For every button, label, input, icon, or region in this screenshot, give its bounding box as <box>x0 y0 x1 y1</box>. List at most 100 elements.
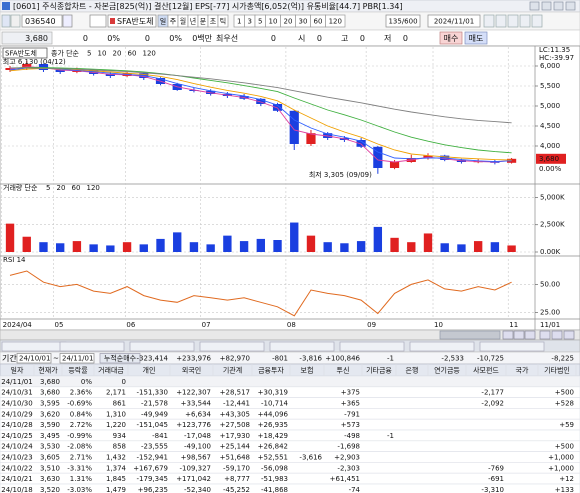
field-label: 고 <box>341 34 348 43</box>
end-date[interactable]: 24/11/01 <box>62 355 93 363</box>
toolbar-icon[interactable] <box>507 14 519 28</box>
scroll-button[interactable] <box>563 330 575 340</box>
volume-bar <box>22 236 31 252</box>
stock-code[interactable]: 036540 <box>25 17 56 26</box>
cumulative-label-box <box>99 353 141 364</box>
interval-label[interactable]: 30 <box>299 18 308 26</box>
interval-label[interactable]: 3 <box>248 18 252 26</box>
interval-label[interactable]: 20 <box>284 18 293 26</box>
toolbar-icon[interactable] <box>1 14 11 28</box>
table-cell: 2,171 <box>106 389 126 397</box>
table-row <box>0 483 580 493</box>
date-box[interactable] <box>427 14 481 28</box>
table-cell: 2.71% <box>70 454 93 462</box>
table-cell: +26,842 <box>258 443 288 451</box>
date-cell: 24/10/28 <box>1 421 32 429</box>
scroll-button[interactable] <box>539 330 551 340</box>
period-label[interactable]: 년 <box>190 17 196 26</box>
window-button[interactable] <box>541 1 552 11</box>
field-value: 0 <box>317 34 322 43</box>
scroll-button[interactable] <box>524 330 536 340</box>
date[interactable]: 2024/11/01 <box>434 18 474 26</box>
table-cell: -45,252 <box>223 486 250 493</box>
interval-label[interactable]: 60 <box>314 18 323 26</box>
sell-button[interactable] <box>464 31 488 45</box>
count[interactable]: 135/600 <box>388 18 417 26</box>
interval-label[interactable]: 1 <box>237 18 241 26</box>
tab[interactable] <box>409 341 475 352</box>
field-value: 0 <box>360 34 365 43</box>
stock-name[interactable]: SFA반도체 <box>117 16 154 26</box>
tab[interactable] <box>129 341 195 352</box>
table-cell: +167,679 <box>133 464 168 472</box>
tab[interactable] <box>59 341 125 352</box>
moving-average-line <box>9 66 512 163</box>
date-input[interactable] <box>59 353 95 364</box>
stock-icon[interactable] <box>89 14 107 28</box>
sell-label[interactable]: 매도 <box>469 34 484 43</box>
column-header: 국가 <box>516 366 529 375</box>
table-cell: 3,520 <box>40 486 60 493</box>
price: 3,680 <box>25 34 48 43</box>
legend-entry: 120 <box>143 50 156 58</box>
period-label[interactable]: 주 <box>170 18 177 26</box>
cumulative-value: +233,976 <box>176 355 211 363</box>
tab[interactable] <box>479 341 545 352</box>
period-label[interactable]: 월 <box>180 17 186 26</box>
y-tick-label: 5,000K <box>540 193 565 201</box>
period-label[interactable]: 틱 <box>220 17 226 26</box>
volume-bar <box>290 222 299 252</box>
window-button[interactable] <box>553 1 564 11</box>
tab[interactable] <box>339 341 405 352</box>
date-input[interactable] <box>16 353 52 364</box>
window-button[interactable] <box>529 1 540 11</box>
interval-label[interactable]: 5 <box>258 18 262 26</box>
table-cell: 0 <box>122 378 126 386</box>
candle-body <box>356 140 366 147</box>
scroll-button[interactable] <box>551 330 563 340</box>
toolbar-icon[interactable] <box>483 14 495 28</box>
x-tick-label: 07 <box>202 321 211 329</box>
tab[interactable] <box>269 341 335 352</box>
volume-bar <box>273 240 282 252</box>
scroll-button[interactable] <box>513 330 525 340</box>
start-date[interactable]: 24/10/01 <box>19 355 50 363</box>
rsi-line <box>9 270 512 317</box>
toolbar-icon[interactable] <box>495 14 507 28</box>
tab[interactable] <box>1 341 67 352</box>
cumulative-label: 누적순매수 <box>104 354 137 363</box>
candle-body <box>289 110 299 144</box>
table-cell: 1,845 <box>106 475 126 483</box>
scroll-button[interactable] <box>502 330 514 340</box>
x-tick-label: 08 <box>287 321 296 329</box>
toolbar-icon[interactable] <box>10 14 21 28</box>
interval-label[interactable]: 10 <box>269 18 278 26</box>
table-cell: +375 <box>341 389 360 397</box>
table-cell: -152,941 <box>137 454 168 462</box>
period-button[interactable] <box>217 14 229 28</box>
count-box[interactable] <box>385 14 421 28</box>
scroll-thumb[interactable] <box>439 330 501 340</box>
table-cell: -151,330 <box>137 389 168 397</box>
buy-button[interactable] <box>439 31 463 45</box>
toolbar-icon[interactable] <box>519 14 531 28</box>
interval-label[interactable]: 120 <box>329 18 342 26</box>
date-cell: 24/10/25 <box>1 432 32 440</box>
column-header: 기타금융 <box>366 366 392 375</box>
period-label[interactable]: 분 <box>200 18 207 26</box>
cumulative-value: -3,816 <box>299 355 322 363</box>
stock-name-box[interactable] <box>107 14 157 28</box>
window-button[interactable] <box>565 1 576 11</box>
period-label[interactable]: 일 <box>160 17 166 26</box>
buy-label[interactable]: 매수 <box>444 34 459 43</box>
tab[interactable] <box>199 341 265 352</box>
search-button[interactable] <box>62 14 73 28</box>
toolbar-icon[interactable] <box>531 14 543 28</box>
period-label[interactable]: 초 <box>210 18 217 26</box>
interval-button[interactable] <box>325 14 346 28</box>
date-cell: 24/10/24 <box>1 443 33 451</box>
cumulative-value: -1 <box>387 355 394 363</box>
code-input[interactable] <box>21 14 63 28</box>
